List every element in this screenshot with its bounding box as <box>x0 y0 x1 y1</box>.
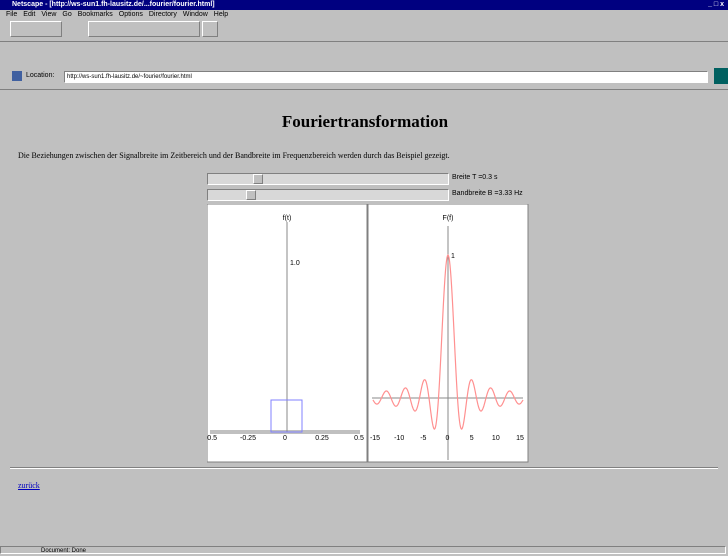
location-label: Location: <box>26 72 54 79</box>
window-title: Netscape - [http://ws-sun1.fh-lausitz.de… <box>0 1 215 8</box>
status-text: Document: Done <box>41 548 86 554</box>
menu-item[interactable]: View <box>41 11 56 18</box>
time-tick-label: 0.5 <box>354 435 364 442</box>
toolbar <box>10 21 210 37</box>
menu-item[interactable]: Directory <box>149 11 177 18</box>
status-bar: Document: Done <box>0 546 726 554</box>
freq-label: F(f) <box>443 215 454 222</box>
freq-tick-label: -5 <box>420 435 426 442</box>
time-label: f(t) <box>283 215 292 222</box>
slider-thumb[interactable] <box>246 190 256 200</box>
time-tick-label: 0.25 <box>315 435 329 442</box>
slider[interactable] <box>207 173 449 185</box>
stop-button[interactable] <box>202 21 218 37</box>
freq-peak: 1 <box>451 253 455 260</box>
menu-item[interactable]: Bookmarks <box>78 11 113 18</box>
browser: Netscape - [http://ws-sun1.fh-lausitz.de… <box>0 0 728 556</box>
menu-item[interactable]: Edit <box>23 11 35 18</box>
time-tick-label: 0 <box>283 435 287 442</box>
freq-tick-label: 5 <box>470 435 474 442</box>
url-field[interactable]: http://ws-sun1.fh-lausitz.de/~fourier/fo… <box>64 71 708 83</box>
location-bar: Location: http://ws-sun1.fh-lausitz.de/~… <box>12 71 722 83</box>
time-tick-label: -0.25 <box>240 435 256 442</box>
applet: f(t) 1.0 F(f) 1 -0.5 -0.25 0 0.25 0.5 -15 -10 -… <box>207 204 529 464</box>
page: {"window":{"title":"Netscape - [http://w… <box>0 0 728 556</box>
time-tick-label: -0.5 <box>207 435 217 442</box>
slider-label: Bandbreite B =3.33 Hz <box>452 190 523 197</box>
heading: Fouriertransformation <box>0 112 728 132</box>
slider-label: Breite T =0.3 s <box>452 174 497 181</box>
tool-buttons[interactable] <box>88 21 200 37</box>
time-peak: 1.0 <box>290 260 300 267</box>
slider-thumb[interactable] <box>253 174 263 184</box>
menu-item[interactable]: Options <box>119 11 143 18</box>
freq-tick-label: -15 <box>370 435 380 442</box>
page-icon <box>12 71 22 81</box>
hr <box>10 467 718 469</box>
freq-tick-label: 15 <box>516 435 524 442</box>
title-bar: Netscape - [http://ws-sun1.fh-lausitz.de… <box>0 0 728 10</box>
back-link[interactable]: zurück <box>18 481 40 490</box>
window-controls[interactable]: _ □ x <box>708 0 724 10</box>
paragraph: Die Beziehungen zwischen der Signalbreit… <box>18 151 450 160</box>
menu-item[interactable]: Help <box>214 11 228 18</box>
freq-tick-label: 10 <box>492 435 500 442</box>
nav-buttons[interactable] <box>10 21 62 37</box>
menu-item[interactable]: File <box>6 11 17 18</box>
netscape-logo <box>714 68 728 84</box>
spacer <box>0 41 728 70</box>
menu-bar: File Edit View Go Bookmarks Options Directory W… <box>0 10 728 20</box>
slider[interactable] <box>207 189 449 201</box>
freq-tick-label: 0 <box>446 435 450 442</box>
separator <box>0 89 728 90</box>
menu-item[interactable]: Window <box>183 11 208 18</box>
freq-tick-label: -10 <box>394 435 404 442</box>
menu-item[interactable]: Go <box>62 11 71 18</box>
